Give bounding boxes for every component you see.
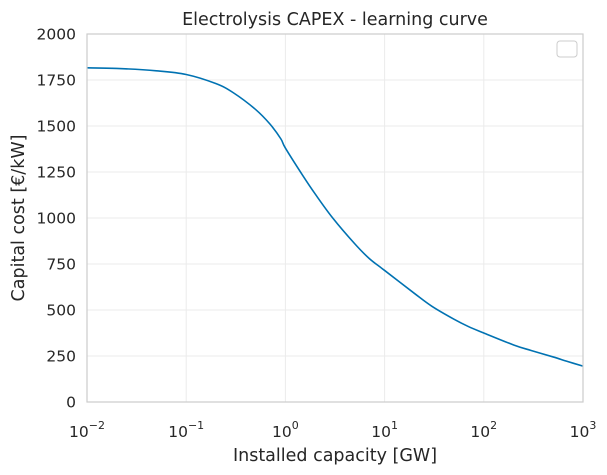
y-tick-label: 0: [66, 394, 76, 412]
x-tick-labels: 10−2 10−1 100 101 102 103: [69, 419, 596, 441]
x-tick-label: 101: [371, 419, 398, 441]
x-tick-label: 103: [570, 419, 597, 441]
y-tick-label: 2000: [37, 26, 76, 44]
x-axis-label: Installed capacity [GW]: [233, 446, 437, 466]
y-tick-label: 1250: [37, 164, 76, 182]
y-tick-label: 750: [46, 256, 76, 274]
y-tick-label: 500: [46, 302, 76, 320]
chart-title: Electrolysis CAPEX - learning curve: [182, 10, 488, 30]
series-line-0: [86, 67, 584, 367]
series-group: [86, 67, 584, 367]
x-tick-label: 10−1: [168, 419, 204, 441]
x-tick-label: 10−2: [69, 419, 105, 441]
y-tick-label: 250: [46, 348, 76, 366]
y-tick-labels: 0 250 500 750 1000 1250 1500 1750 2000: [37, 26, 76, 412]
y-axis-label: Capital cost [€/kW]: [9, 135, 29, 302]
y-tick-label: 1000: [37, 210, 76, 228]
x-tick-label: 102: [470, 419, 497, 441]
legend-box[interactable]: [556, 40, 578, 58]
y-tick-label: 1750: [37, 72, 76, 90]
y-tick-label: 1500: [37, 118, 76, 136]
x-tick-label: 100: [272, 419, 299, 441]
plot-frame: [86, 33, 584, 403]
